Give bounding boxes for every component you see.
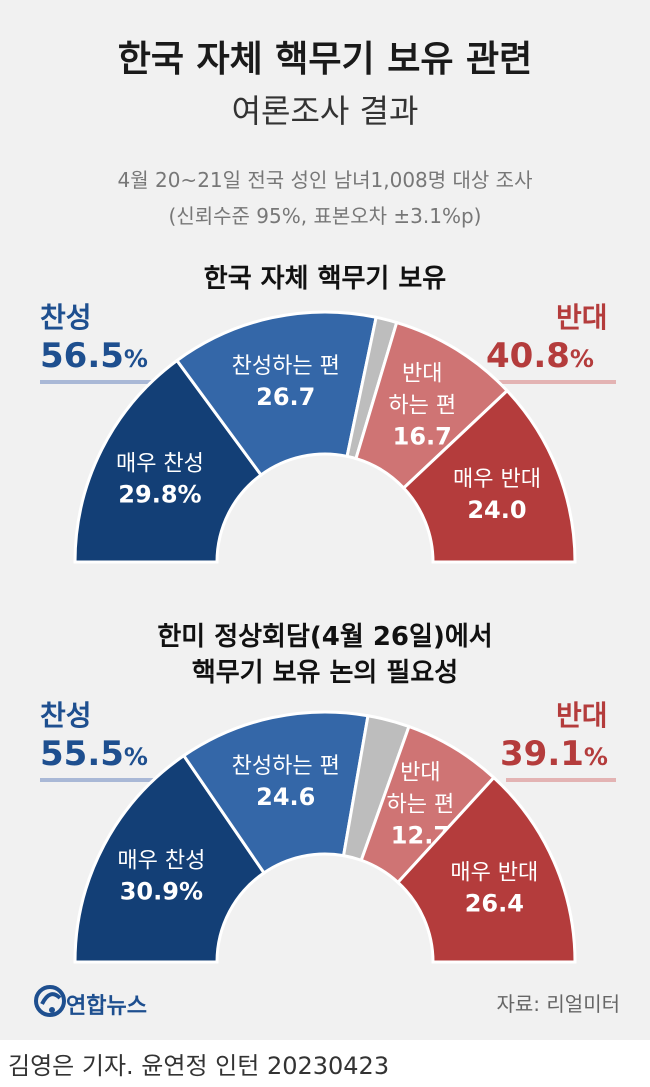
survey-info-line1: 4월 20~21일 전국 성인 남녀1,008명 대상 조사	[117, 168, 533, 192]
chart2-favor-label: 찬성	[40, 699, 92, 732]
chart2-oppose-underline	[506, 778, 616, 782]
chart1-slice-4	[401, 388, 577, 564]
chart1-favor-unit: %	[123, 345, 148, 373]
chart1-oppose-unit: %	[569, 345, 594, 373]
chart2-slice-3-label: 반대	[400, 761, 440, 786]
chart1-slice-0-label: 매우 찬성	[116, 451, 204, 476]
chart2-slice-0-label: 매우 찬성	[117, 849, 205, 874]
yonhap-logo-icon	[34, 985, 66, 1017]
chart1-oppose-number: 40.8	[486, 336, 570, 376]
chart2-favor-underline	[40, 778, 158, 782]
chart2-favor-unit: %	[123, 743, 148, 771]
chart1-slice-1-label: 찬성하는 편	[232, 354, 340, 379]
chart2-oppose-value: 39.1%	[500, 734, 608, 774]
chart2-title-line1: 한미 정상회담(4월 26일)에서	[157, 622, 493, 652]
chart2-slice-1	[181, 710, 370, 875]
chart2-slice-1-label: 찬성하는 편	[232, 754, 340, 779]
page-subtitle: 여론조사 결과	[231, 92, 419, 130]
chart1-slice-3-label: 하는 편	[388, 394, 456, 419]
chart1-slice-0	[73, 358, 264, 564]
chart1-slice-4-label: 매우 반대	[453, 467, 541, 492]
chart2-favor-number: 55.5	[40, 734, 124, 774]
chart1-favor-value: 56.5%	[40, 336, 148, 376]
chart1-oppose-value: 40.8%	[486, 336, 594, 376]
page-title: 한국 자체 핵무기 보유 관련	[117, 39, 533, 80]
reporter-credit: 김영은 기자. 윤연정 인턴 20230423	[8, 1052, 390, 1080]
chart1-slice-1-value: 26.7	[256, 383, 315, 411]
chart1-slice-3-label: 반대	[402, 362, 442, 387]
chart2-favor-value: 55.5%	[40, 734, 148, 774]
chart2-slice-4-value: 26.4	[465, 889, 524, 917]
chart2-slice-0-value: 30.9%	[120, 878, 203, 906]
chart1-slice-3-value: 16.7	[393, 423, 452, 451]
chart2-title-line2: 핵무기 보유 논의 필요성	[191, 658, 459, 688]
chart2-slice-0	[73, 753, 267, 964]
logo-text: 연합뉴스	[66, 994, 147, 1019]
chart1-favor-label: 찬성	[40, 301, 92, 334]
chart1-slice-0-value: 29.8%	[118, 480, 201, 508]
chart1-title: 한국 자체 핵무기 보유	[203, 264, 447, 294]
chart2-oppose-label: 반대	[556, 699, 608, 732]
chart1-oppose-label: 반대	[556, 301, 608, 334]
chart1-oppose-underline	[492, 380, 616, 384]
chart2-slice-4-label: 매우 반대	[450, 860, 538, 885]
chart1-favor-underline	[40, 380, 158, 384]
chart1-slice-4-value: 24.0	[467, 496, 526, 524]
chart2-slice-3-label: 하는 편	[387, 793, 455, 818]
chart1-favor-number: 56.5	[40, 336, 124, 376]
source-credit: 자료: 리얼미터	[496, 992, 621, 1016]
chart2-slice-1-value: 24.6	[256, 783, 315, 811]
chart2-oppose-number: 39.1	[500, 734, 584, 774]
survey-info-line2: (신뢰수준 95%, 표본오차 ±3.1%p)	[168, 204, 482, 228]
chart2-oppose-unit: %	[583, 743, 608, 771]
chart2-slice-4	[395, 775, 577, 964]
chart1-slice-1	[174, 310, 378, 478]
